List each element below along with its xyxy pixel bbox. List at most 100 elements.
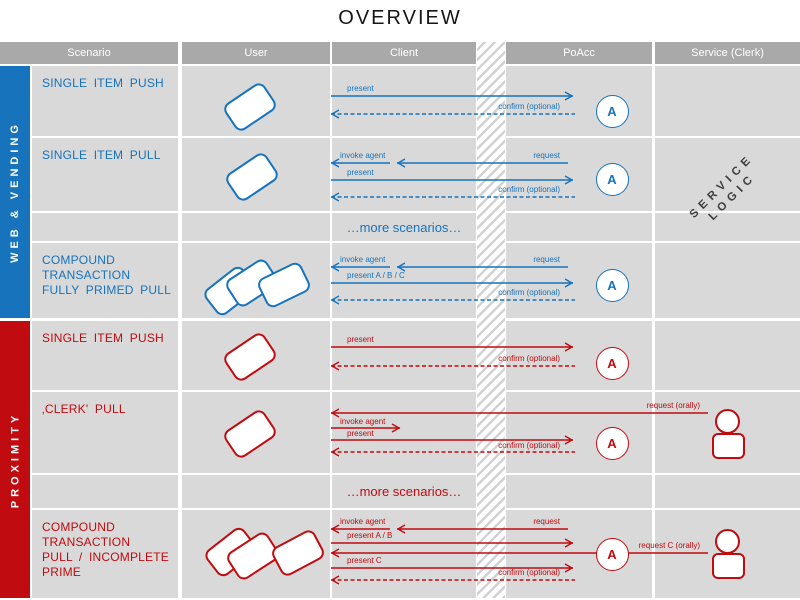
page-title: OVERVIEW	[338, 7, 462, 29]
arrow-label: present	[347, 84, 374, 93]
arrowhead	[330, 575, 340, 585]
cell-client	[332, 213, 476, 241]
arrowhead	[330, 361, 340, 371]
arrowhead	[330, 158, 340, 168]
cell-service	[655, 475, 800, 508]
arrow-label: present	[347, 335, 374, 344]
arrowhead	[564, 175, 574, 185]
cell-client	[332, 510, 476, 598]
arrow-label: invoke agent	[340, 417, 386, 426]
arrow-label: confirm (optional)	[498, 568, 560, 577]
arrowhead	[330, 192, 340, 202]
arrowhead	[396, 524, 406, 534]
arrowhead	[564, 538, 574, 548]
cell-user	[182, 475, 330, 508]
arrow-label: confirm (optional)	[498, 185, 560, 194]
cell-client	[332, 392, 476, 473]
cell-service	[655, 213, 800, 241]
column-header-user: User	[182, 42, 330, 64]
scenario-label: COMPOUND TRANSACTION FULLY PRIMED PULL	[42, 253, 171, 297]
arrow-label: invoke agent	[340, 151, 386, 160]
scenario-label: SINGLE ITEM PUSH	[42, 76, 164, 90]
arrow-label: invoke agent	[340, 255, 386, 264]
arrowhead	[330, 524, 340, 534]
poacc-agent-circle: A	[595, 346, 629, 380]
cell-scenario	[32, 510, 178, 598]
arrowhead	[564, 342, 574, 352]
arrow-label: confirm (optional)	[498, 288, 560, 297]
poacc-agent-circle: A	[595, 162, 629, 196]
cell-poacc	[506, 66, 652, 136]
cell-scenario	[32, 213, 178, 241]
cell-poacc	[506, 321, 652, 390]
cell-service	[655, 66, 800, 136]
poacc-agent-circle: A	[595, 537, 629, 571]
arrowhead	[330, 408, 340, 418]
clerk-person-icon	[715, 408, 740, 434]
arrowhead	[330, 295, 340, 305]
arrow-label: confirm (optional)	[498, 441, 560, 450]
cell-poacc	[506, 392, 652, 473]
clerk-person-icon-body	[712, 433, 745, 459]
arrow-label: request	[533, 517, 560, 526]
column-header-service-clerk: Service (Clerk)	[655, 42, 800, 64]
arrow-label: request	[533, 151, 560, 160]
row-more-scenarios-prox: …more scenarios…	[0, 475, 800, 508]
arrowhead	[330, 262, 340, 272]
message-arrows	[330, 408, 708, 457]
row-single-item-pull-web: SINGLE ITEM PULL invoke agent request prese…	[0, 138, 800, 211]
cell-client	[332, 475, 476, 508]
cell-user	[182, 213, 330, 241]
arrow-label: confirm (optional)	[498, 354, 560, 363]
arrowhead	[396, 262, 406, 272]
cell-client	[332, 321, 476, 390]
arrow-label: confirm (optional)	[498, 102, 560, 111]
arrow-label: present	[347, 168, 374, 177]
cell-poacc	[506, 475, 652, 508]
row-compound-pull-incomplete-prime: COMPOUND TRANSACTION PULL / INCOMPLETE P…	[0, 510, 800, 598]
arrowhead	[396, 158, 406, 168]
scenario-label: ‚CLERK' PULL	[42, 402, 126, 416]
arrowhead	[564, 563, 574, 573]
arrowhead	[391, 423, 401, 433]
arrow-label: invoke agent	[340, 517, 386, 526]
row-single-item-push-prox: SINGLE ITEM PUSH present confirm (optional…	[0, 321, 800, 390]
more-scenarios-label: …more scenarios…	[346, 219, 462, 235]
arrow-label: present A / B / C	[347, 271, 405, 280]
column-header-scenario: Scenario	[0, 42, 178, 64]
more-scenarios-label: …more scenarios…	[346, 484, 462, 499]
network-boundary-hatch-strip	[477, 42, 505, 598]
cell-client	[332, 243, 476, 318]
sidebar-proximity: PROXIMITY	[0, 321, 30, 598]
arrowhead	[330, 109, 340, 119]
sidebar-web-vending: WEB & VENDING	[0, 66, 30, 318]
poacc-agent-circle: A	[595, 426, 629, 460]
arrow-label: present C	[347, 556, 382, 565]
arrowhead	[564, 91, 574, 101]
message-arrows	[330, 524, 708, 585]
cell-scenario	[32, 392, 178, 473]
arrow-label: present A / B	[347, 531, 393, 540]
clerk-person-icon-body	[712, 553, 745, 579]
column-header-client: Client	[332, 42, 476, 64]
cell-client	[332, 66, 476, 136]
arrow-label: present	[347, 429, 374, 438]
message-arrows	[330, 158, 575, 202]
poacc-agent-circle: A	[595, 94, 629, 128]
cell-client	[332, 138, 476, 211]
message-arrows	[330, 91, 575, 119]
cell-scenario	[32, 66, 178, 136]
cell-scenario	[32, 243, 178, 318]
arrowhead	[564, 278, 574, 288]
row-more-scenarios-web: …more scenarios…	[0, 213, 800, 241]
row-single-item-push-web: SINGLE ITEM PUSH present confirm (optional…	[0, 66, 800, 136]
column-header-poacc: PoAcc	[506, 42, 652, 64]
cell-poacc	[506, 213, 652, 241]
cell-scenario	[32, 321, 178, 390]
cell-service	[655, 243, 800, 318]
scenario-label: SINGLE ITEM PULL	[42, 148, 161, 162]
scenario-label: SINGLE ITEM PUSH	[42, 331, 164, 345]
row-compound-fully-primed-pull: COMPOUND TRANSACTION FULLY PRIMED PULL in…	[0, 243, 800, 319]
message-arrows	[330, 262, 575, 305]
